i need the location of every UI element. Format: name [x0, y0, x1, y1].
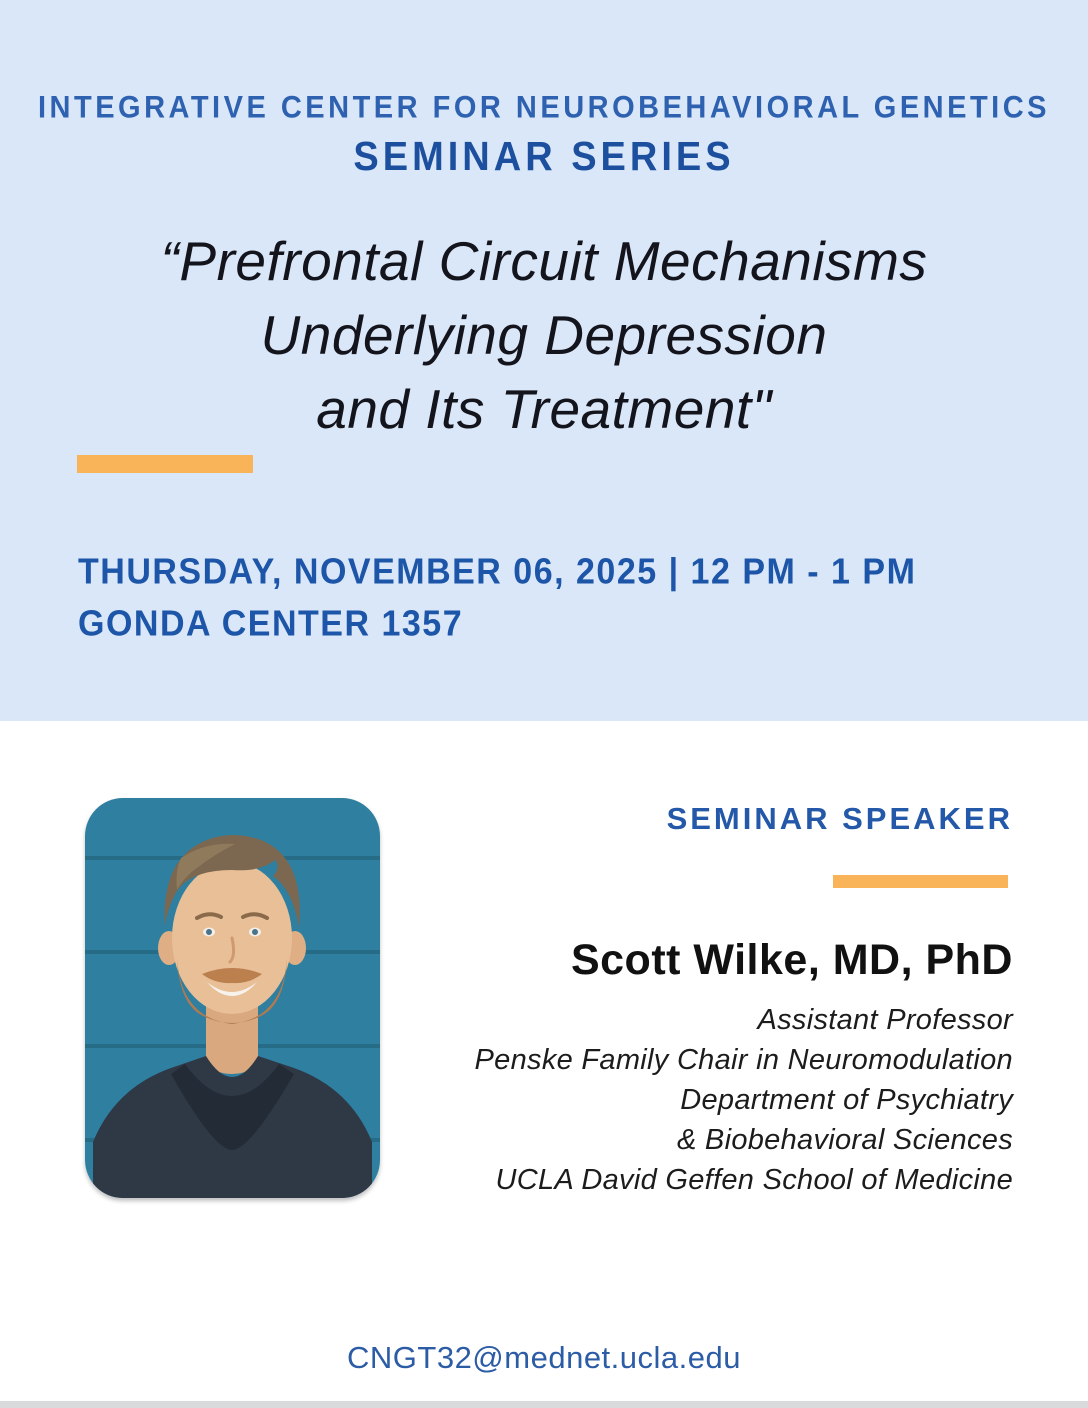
series-title: SEMINAR SERIES [353, 134, 735, 180]
credential-line: Assistant Professor [757, 1004, 1013, 1036]
contact-email: CNGT32@mednet.ucla.edu [347, 1340, 741, 1375]
credential-line: UCLA David Geffen School of Medicine [495, 1164, 1013, 1196]
speaker-name: Scott Wilke, MD, PhD [570, 936, 1013, 984]
accent-bar [77, 455, 253, 473]
accent-bar [833, 875, 1008, 888]
credential-line: & Biobehavioral Sciences [676, 1124, 1013, 1156]
talk-title-line-3: and Its Treatment" [316, 378, 772, 440]
speaker-credentials: Assistant Professor Penske Family Chair … [475, 1000, 1013, 1200]
credential-line: Penske Family Chair in Neuromodulation [474, 1044, 1013, 1076]
org-name: INTEGRATIVE CENTER FOR NEUROBEHAVIORAL G… [38, 90, 1050, 126]
speaker-photo [85, 798, 380, 1198]
speaker-section-label: SEMINAR SPEAKER [666, 801, 1013, 836]
event-datetime: THURSDAY, NOVEMBER 06, 2025 | 12 PM - 1 … [78, 552, 917, 592]
talk-title-line-1: “Prefrontal Circuit Mechanisms [160, 230, 928, 292]
speaker-portrait-illustration [85, 798, 380, 1198]
talk-title-line-2: Underlying Depression [260, 304, 828, 366]
top-panel: INTEGRATIVE CENTER FOR NEUROBEHAVIORAL G… [0, 0, 1088, 721]
bottom-edge-strip [0, 1401, 1088, 1408]
event-location: GONDA CENTER 1357 [78, 604, 464, 644]
talk-title: “Prefrontal Circuit Mechanisms Underlyin… [0, 224, 1088, 446]
credential-line: Department of Psychiatry [680, 1084, 1013, 1116]
